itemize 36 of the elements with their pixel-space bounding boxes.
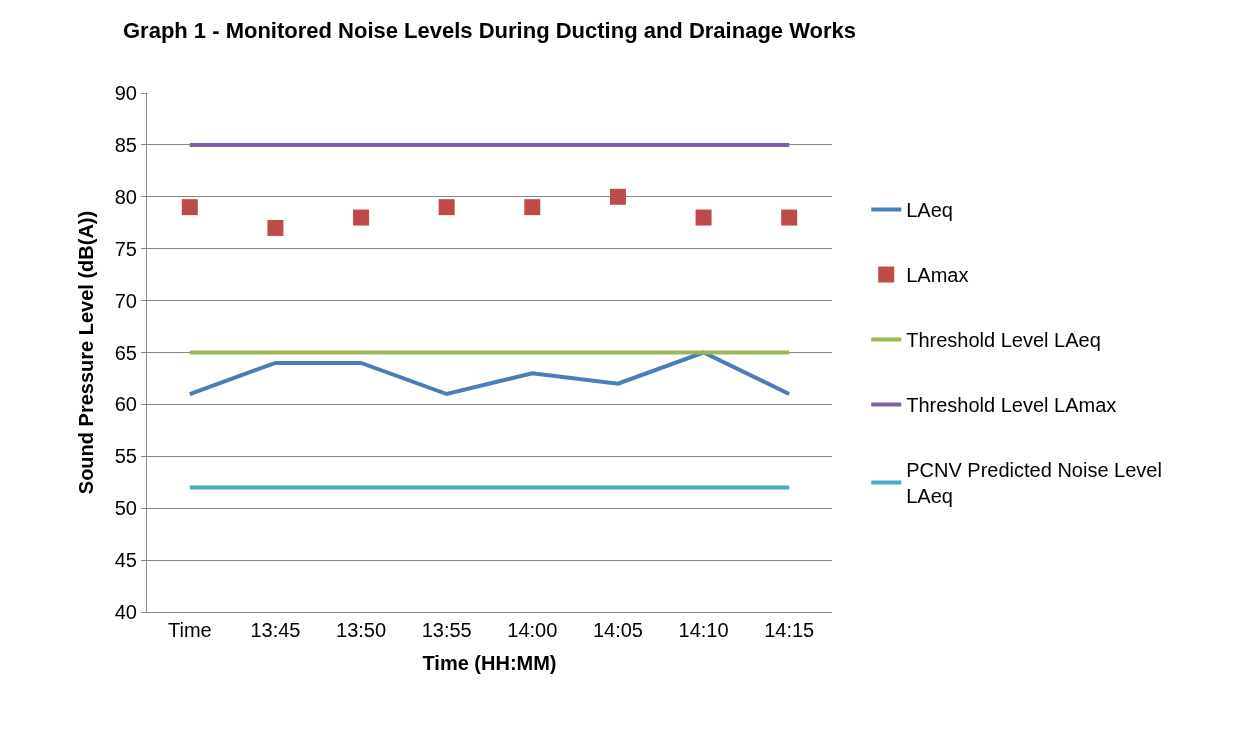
point	[353, 209, 370, 226]
x-tick-label: 13:45	[250, 619, 301, 641]
x-tick-label: Time	[167, 619, 212, 641]
y-tick-label: 40	[114, 601, 137, 623]
y-tick-label: 50	[114, 497, 137, 520]
legend-label: LAeq	[906, 199, 953, 222]
chart-title: Graph 1 - Monitored Noise Levels During Ducting and Drainage Works	[122, 17, 857, 43]
legend-label: LAmax	[906, 264, 969, 287]
point	[609, 188, 626, 205]
x-tick-label: 13:50	[336, 619, 387, 641]
y-tick-label: 75	[114, 237, 137, 260]
y-tick-label: 55	[114, 445, 137, 468]
y-tick-label: 90	[114, 82, 137, 104]
point	[267, 219, 284, 236]
y-tick-label: 65	[114, 341, 137, 364]
point	[181, 199, 198, 216]
x-tick-label: 13:55	[421, 619, 472, 641]
point	[695, 209, 712, 226]
point	[438, 199, 455, 216]
x-tick-label: 14:00	[507, 619, 558, 641]
y-tick-label: 85	[114, 133, 137, 156]
y-axis-title: Sound Pressure Level (dB(A))	[75, 210, 98, 495]
y-tick-label: 80	[114, 185, 137, 208]
legend-label: Threshold Level LAmax	[906, 394, 1117, 417]
line-series	[187, 350, 792, 397]
y-tick-label: 60	[114, 393, 137, 416]
legend-label: Threshold Level LAeq	[906, 329, 1101, 352]
point	[524, 199, 541, 216]
x-axis-title: Time (HH:MM)	[422, 651, 557, 674]
x-tick-label: 14:15	[764, 619, 815, 641]
y-tick-label: 70	[114, 289, 137, 312]
x-tick-label: 14:10	[678, 619, 729, 641]
point	[781, 209, 798, 226]
x-tick-label: 14:05	[592, 619, 643, 641]
y-tick-label: 45	[114, 549, 137, 572]
legend-label: PCNV Predicted Noise Level LAeq	[906, 459, 1162, 508]
